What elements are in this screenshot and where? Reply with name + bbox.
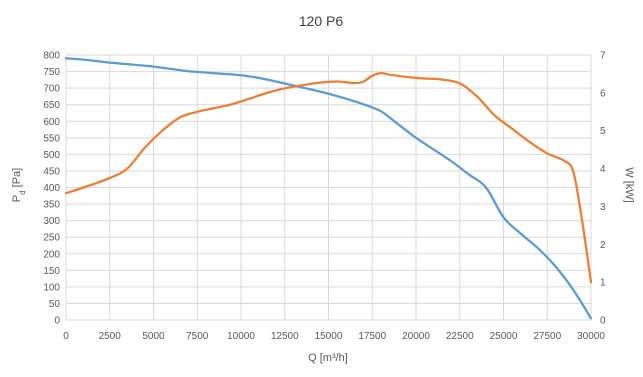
y-tick-label: 50 xyxy=(49,299,61,310)
y-tick-label: 400 xyxy=(43,183,60,194)
y2-axis-title: W [kW] xyxy=(623,167,635,202)
x-axis-title: Q [m³/h] xyxy=(308,352,348,364)
x-tick-label: 15000 xyxy=(315,331,343,342)
y-axis-title: Pd [Pa] xyxy=(11,168,27,202)
x-tick-label: 22500 xyxy=(446,331,474,342)
y-tick-label: 750 xyxy=(43,67,60,78)
y-tick-label: 250 xyxy=(43,233,60,244)
y-axis-title-subscript: d xyxy=(18,190,27,194)
y2-tick-label: 5 xyxy=(600,126,606,137)
y-tick-label: 300 xyxy=(43,216,60,227)
x-tick-label: 25000 xyxy=(490,331,518,342)
y-tick-label: 150 xyxy=(43,266,60,277)
y-tick-label: 0 xyxy=(54,316,60,327)
x-tick-label: 27500 xyxy=(533,331,561,342)
x-tick-label: 10000 xyxy=(227,331,255,342)
y-tick-label: 350 xyxy=(43,200,60,211)
x-tick-label: 2500 xyxy=(99,331,122,342)
y2-tick-label: 1 xyxy=(600,278,606,289)
x-tick-label: 17500 xyxy=(358,331,386,342)
y-tick-label: 500 xyxy=(43,150,60,161)
x-tick-label: 20000 xyxy=(402,331,430,342)
y-tick-label: 700 xyxy=(43,84,60,95)
power-curve-line xyxy=(64,72,593,284)
x-tick-label: 5000 xyxy=(142,331,165,342)
pressure-curve-line xyxy=(64,57,593,320)
y2-tick-label: 2 xyxy=(600,240,606,251)
x-tick-label: 0 xyxy=(63,331,69,342)
x-tick-label: 30000 xyxy=(577,331,605,342)
y-tick-label: 600 xyxy=(43,117,60,128)
chart-title: 120 P6 xyxy=(299,13,344,29)
tick-labels: 0501001502002503003504004505005506006507… xyxy=(43,51,606,343)
y-tick-label: 450 xyxy=(43,166,60,177)
y2-tick-label: 3 xyxy=(600,202,606,213)
y-axis-title-unit: [Pa] xyxy=(11,168,23,191)
y-tick-label: 100 xyxy=(43,282,60,293)
series-layer xyxy=(64,57,593,320)
x-tick-label: 12500 xyxy=(271,331,299,342)
y-tick-label: 550 xyxy=(43,133,60,144)
y-axis-title-main: P xyxy=(11,195,23,202)
y-tick-label: 200 xyxy=(43,249,60,260)
y-tick-label: 800 xyxy=(43,51,60,62)
y2-tick-label: 6 xyxy=(600,88,606,99)
y-tick-label: 650 xyxy=(43,100,60,111)
y2-tick-label: 4 xyxy=(600,164,606,175)
y2-tick-label: 0 xyxy=(600,316,606,327)
x-tick-label: 7500 xyxy=(186,331,209,342)
y2-tick-label: 7 xyxy=(600,51,606,62)
